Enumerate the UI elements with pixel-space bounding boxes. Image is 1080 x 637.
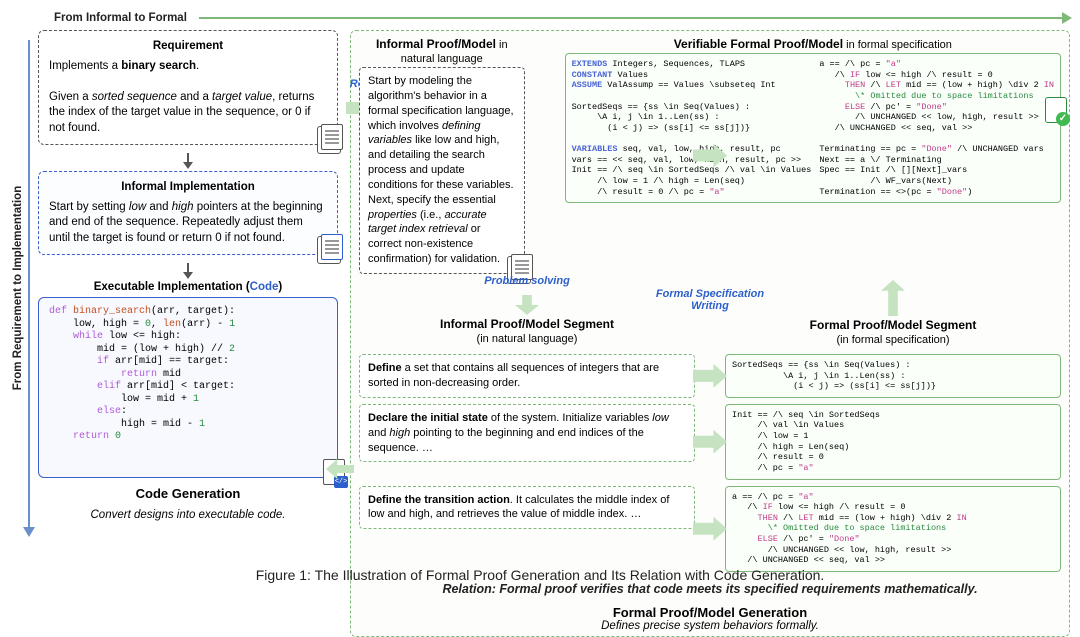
- left-column: Requirement Implements a binary search. …: [38, 30, 338, 637]
- left-axis: From Requirement to Implementation: [6, 40, 30, 535]
- seg3-nl: Define the transition action. It calcula…: [359, 486, 695, 530]
- seg-right-head: Formal Proof/Model Segment(in formal spe…: [725, 318, 1061, 346]
- up-arrow-icon: [881, 280, 905, 316]
- thick-arrow-icon: [693, 430, 727, 454]
- top-axis: From Informal to Formal: [54, 8, 1070, 28]
- code-gen-caption: Code Generation: [38, 486, 338, 501]
- doc-icon: [321, 234, 343, 260]
- seg1-tla: SortedSeqs == {ss \in Seq(Values) : \A i…: [725, 354, 1061, 398]
- diagram-main: Requirement Implements a binary search. …: [38, 30, 1070, 547]
- doc-icon: [321, 124, 343, 150]
- informal-impl-title: Informal Implementation: [49, 180, 327, 196]
- informal-impl-body: Start by setting low and high pointers a…: [49, 200, 327, 247]
- seg3-tla: a == /\ pc = "a" /\ IF low <= high /\ re…: [725, 486, 1061, 572]
- informal-impl-box: Informal Implementation Start by setting…: [38, 171, 338, 255]
- code-gen-sub: Convert designs into executable code.: [38, 509, 338, 521]
- down-arrow-green-icon: [515, 295, 539, 315]
- formal-region: Informal Proof/Model in natural language…: [350, 30, 1070, 637]
- formal-sub: Defines precise system behaviors formall…: [359, 620, 1061, 632]
- formal-spec-label: Formal Specification Writing: [656, 288, 764, 312]
- left-axis-label: From Requirement to Implementation: [12, 185, 24, 389]
- code-box: def binary_search(arr, target): low, hig…: [38, 297, 338, 478]
- seg2-nl: Declare the initial state of the system.…: [359, 404, 695, 463]
- problem-solving-label: Problem solving: [484, 275, 570, 287]
- seg2-tla: Init == /\ seq \in SortedSeqs /\ val \in…: [725, 404, 1061, 480]
- formal-proof-tla: EXTENDS Integers, Sequences, TLAPS CONST…: [565, 53, 1061, 203]
- seg-left-head: Informal Proof/Model Segment(in natural …: [359, 317, 695, 345]
- top-axis-arrow: [199, 17, 1070, 19]
- left-axis-arrow: [28, 40, 30, 535]
- code-title: Executable Implementation (Code): [38, 281, 338, 293]
- seg1-nl: Define a set that contains all sequences…: [359, 354, 695, 398]
- requirement-body: Implements a binary search. Given a sort…: [49, 59, 327, 137]
- thick-arrow-icon: [693, 364, 727, 388]
- requirement-title: Requirement: [49, 39, 327, 55]
- formal-caption: Formal Proof/Model Generation: [359, 605, 1061, 620]
- requirement-box: Requirement Implements a binary search. …: [38, 30, 338, 145]
- thick-arrow-icon: [693, 517, 727, 541]
- top-axis-label: From Informal to Formal: [54, 12, 187, 24]
- informal-proof-body: Start by modeling the algorithm's behavi…: [359, 67, 525, 274]
- formal-proof-head: Verifiable Formal Proof/Model in formal …: [565, 37, 1061, 51]
- down-arrow-icon: [187, 153, 189, 163]
- down-arrow-icon: [187, 263, 189, 273]
- informal-proof-head: Informal Proof/Model in natural language: [359, 37, 525, 65]
- figure-caption: Figure 1: The Illustration of Formal Pro…: [0, 567, 1080, 583]
- check-icon: [1045, 97, 1067, 123]
